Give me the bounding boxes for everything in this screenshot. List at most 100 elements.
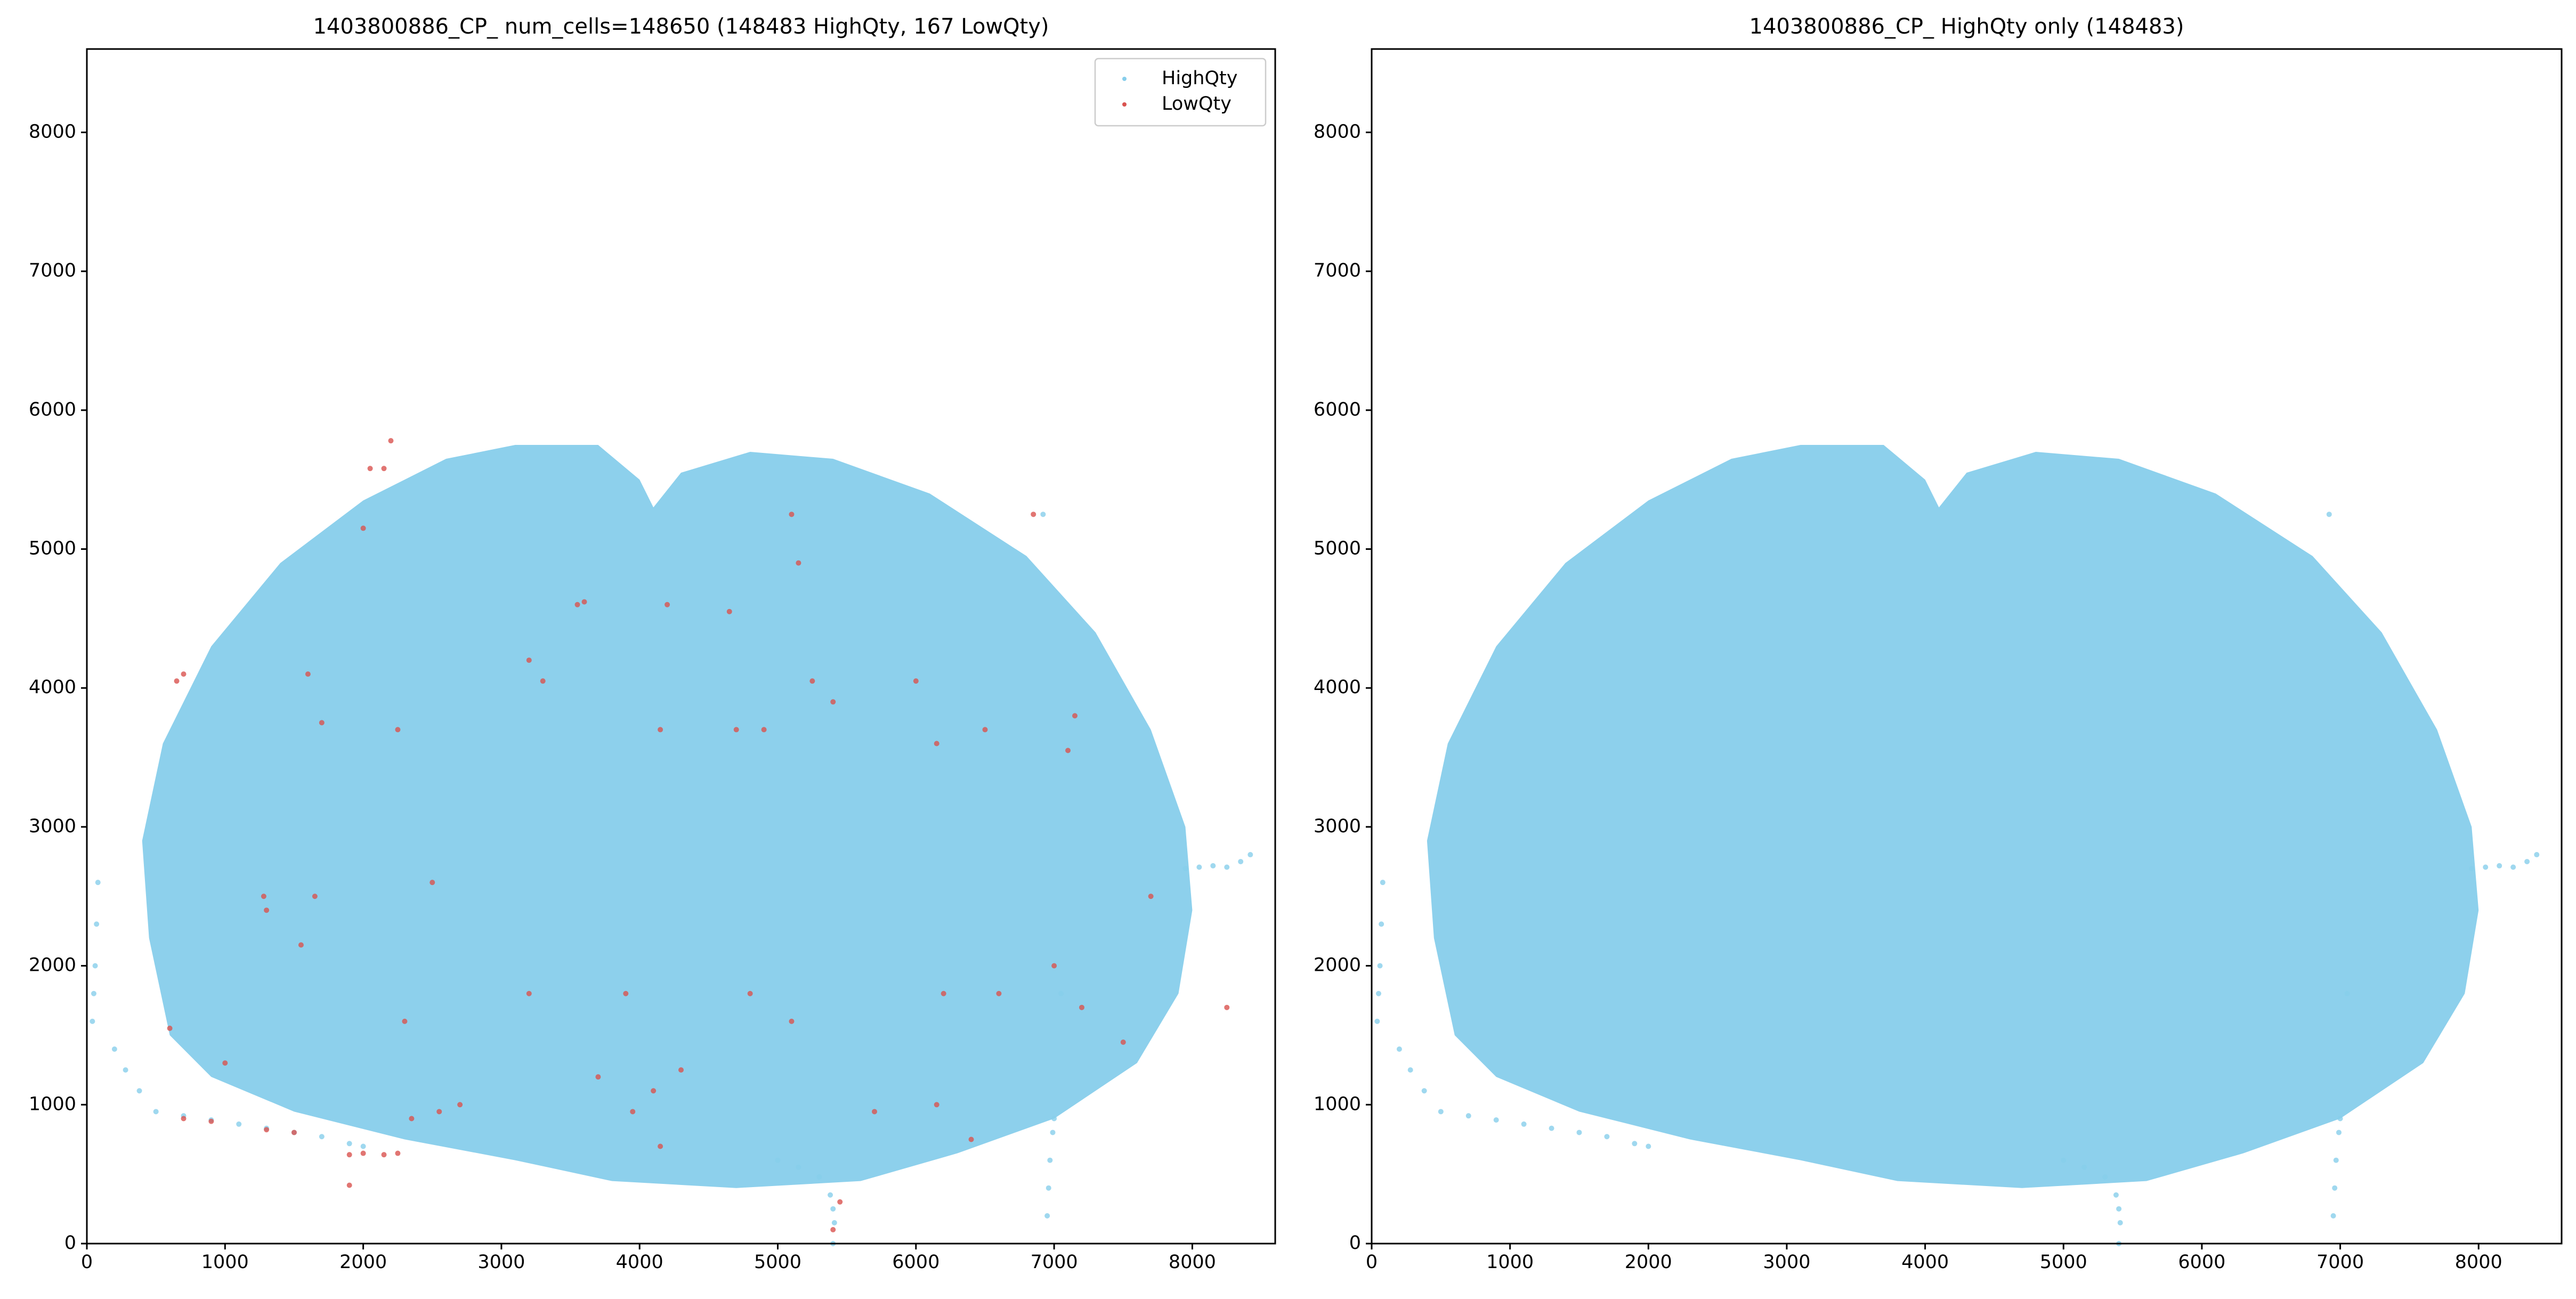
cell-point — [1040, 512, 1046, 517]
y-tick-label: 3000 — [1314, 816, 1361, 837]
x-tick-label: 3000 — [1763, 1252, 1810, 1273]
cell-point — [830, 1206, 836, 1212]
cell-point — [2326, 512, 2332, 517]
cell-point — [526, 991, 532, 996]
cell-point — [92, 963, 98, 969]
cell-point — [872, 1109, 878, 1115]
cell-point — [457, 1102, 463, 1108]
cell-point — [651, 1088, 657, 1094]
cell-point — [2113, 1192, 2119, 1198]
cell-point — [789, 1018, 795, 1024]
cell-point — [291, 1130, 297, 1135]
x-tick-label: 0 — [81, 1252, 93, 1273]
cell-point — [1065, 748, 1071, 753]
x-tick-label: 8000 — [2455, 1252, 2502, 1273]
cell-point — [1224, 864, 1230, 870]
cell-point — [2102, 1174, 2108, 1180]
y-tick-label: 1000 — [29, 1093, 76, 1115]
cell-point — [2061, 1157, 2067, 1163]
x-tick-label: 0 — [1366, 1252, 1378, 1273]
cell-point — [174, 678, 180, 684]
y-tick-label: 5000 — [1314, 538, 1361, 559]
cell-point — [1374, 1018, 1380, 1024]
cell-point — [526, 657, 532, 663]
cell-point — [436, 1109, 442, 1115]
cell-point — [761, 727, 767, 733]
cell-point — [2081, 1164, 2087, 1170]
cell-point — [796, 560, 801, 566]
cell-point — [1375, 991, 1381, 996]
cell-point — [111, 1046, 117, 1052]
cell-point — [2117, 1220, 2123, 1225]
cell-point — [1646, 1143, 1651, 1149]
y-tick-label: 2000 — [1314, 955, 1361, 976]
cell-point — [1072, 713, 1078, 719]
y-tick-label: 7000 — [29, 260, 76, 281]
cell-point — [1044, 1213, 1050, 1219]
cell-point — [346, 1141, 352, 1147]
cell-point — [298, 942, 304, 948]
cell-point — [775, 1157, 781, 1163]
cell-point — [747, 991, 753, 996]
cell-point — [222, 1060, 228, 1066]
cell-point — [941, 991, 946, 996]
cell-point — [1632, 1141, 1638, 1147]
cell-point — [2534, 852, 2540, 858]
cell-point — [312, 894, 318, 899]
cell-point — [2332, 1185, 2338, 1191]
cell-point — [595, 1074, 601, 1080]
cell-point — [623, 991, 629, 996]
chart-title: 1403800886_CP_ num_cells=148650 (148483 … — [313, 14, 1049, 39]
cell-point — [264, 1127, 270, 1133]
cell-point — [2333, 1157, 2339, 1163]
axes-frame — [86, 48, 1276, 1245]
cell-point — [2469, 866, 2475, 872]
legend-marker — [1122, 77, 1127, 81]
cell-point — [540, 678, 546, 684]
cell-point — [733, 727, 739, 733]
cell-point — [1196, 864, 1202, 870]
cell-point — [1576, 1130, 1582, 1135]
cell-region — [142, 444, 1193, 1188]
x-tick-label: 5000 — [754, 1252, 801, 1273]
cell-point — [395, 727, 401, 733]
cell-point — [236, 1121, 242, 1127]
cell-point — [1521, 1121, 1527, 1127]
y-tick-label: 0 — [64, 1232, 76, 1254]
x-tick-label: 7000 — [2316, 1252, 2364, 1273]
cell-point — [346, 1152, 352, 1158]
cell-point — [2497, 863, 2502, 868]
cell-point — [830, 699, 836, 705]
cell-point — [2337, 1116, 2343, 1122]
cell-point — [816, 1174, 822, 1180]
cell-point — [430, 880, 435, 886]
cell-point — [94, 921, 100, 927]
x-tick-label: 1000 — [201, 1252, 249, 1273]
cell-point — [381, 466, 387, 472]
cell-region — [1427, 444, 2479, 1188]
cell-point — [658, 1143, 663, 1149]
cell-point — [402, 1018, 408, 1024]
y-tick-label: 3000 — [29, 816, 76, 837]
cell-point — [581, 599, 587, 605]
cell-point — [1438, 1109, 1444, 1115]
cell-point — [2344, 991, 2350, 996]
cell-point — [367, 466, 373, 472]
cell-point — [1210, 863, 1216, 868]
x-tick-label: 6000 — [2178, 1252, 2225, 1273]
cell-point — [1604, 1134, 1610, 1140]
axes-frame — [1371, 48, 2563, 1245]
cell-point — [381, 1152, 387, 1158]
cell-point — [1051, 963, 1057, 969]
cell-point — [809, 678, 815, 684]
cell-point — [208, 1118, 214, 1124]
cell-point — [95, 880, 101, 886]
cell-point — [1407, 1067, 1413, 1073]
cell-point — [1120, 1039, 1126, 1045]
cell-point — [181, 1116, 187, 1122]
y-tick-label: 6000 — [1314, 399, 1361, 420]
cell-point — [2116, 1206, 2122, 1212]
y-tick-label: 1000 — [1314, 1093, 1361, 1115]
